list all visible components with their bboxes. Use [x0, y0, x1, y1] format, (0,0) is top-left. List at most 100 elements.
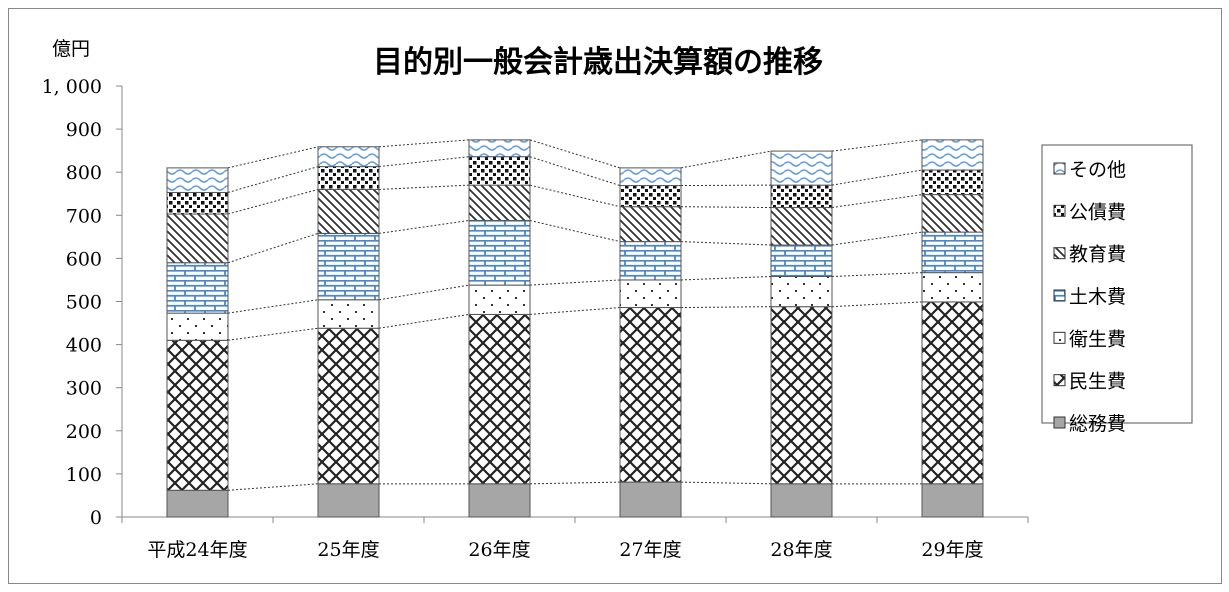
connector-line-3 [227, 299, 319, 314]
bar-segment-1 [619, 481, 682, 518]
y-tick-label: 600 [66, 248, 102, 270]
legend-label: その他 [1069, 159, 1126, 181]
connector-line-2 [680, 306, 772, 309]
connector-line-5 [680, 206, 772, 209]
bar-segment-2 [770, 306, 833, 485]
bar-segment-4 [166, 262, 229, 314]
connector-line-7 [680, 150, 772, 169]
axis-layer: 0 100 200 300 400 500 600 700 800 900 1, 000 平成24年度… [42, 76, 1029, 561]
connector-lines [227, 139, 923, 491]
bar-segment-7 [317, 146, 380, 168]
connector-line-4 [227, 232, 319, 264]
bar-segment-5 [921, 194, 984, 233]
y-tick-label: 800 [66, 162, 102, 184]
bar-segment-7 [468, 139, 531, 158]
connector-line-2 [227, 327, 319, 341]
bar-segment-7 [770, 150, 833, 186]
bar-segment-6 [166, 191, 229, 215]
connector-line-3 [378, 284, 470, 301]
bar-segment-1 [921, 483, 984, 518]
y-tick-label: 500 [66, 292, 102, 314]
bar-segment-5 [317, 188, 380, 234]
bar-segment-6 [619, 185, 682, 208]
legend-swatch [1053, 416, 1066, 429]
bar-segment-4 [317, 232, 380, 301]
bar-segment-7 [166, 167, 229, 193]
connector-line-4 [378, 219, 470, 234]
connector-line-6 [378, 156, 470, 168]
legend-swatch [1053, 331, 1066, 344]
bar-segment-3 [921, 272, 984, 303]
bar-segment-1 [166, 489, 229, 518]
bar-segment-6 [921, 169, 984, 196]
connector-line-1 [227, 483, 319, 491]
bar-segment-5 [770, 207, 833, 246]
bar-segment-2 [317, 327, 380, 485]
y-tick-label: 200 [66, 421, 102, 443]
bars [166, 139, 984, 518]
chart-title: 目的別一般会計歳出決算額の推移 [373, 45, 823, 80]
connector-line-1 [529, 481, 621, 485]
bar-segment-6 [317, 166, 380, 190]
connector-line-2 [378, 313, 470, 329]
x-tick-label: 29年度 [921, 539, 983, 561]
legend-swatch [1053, 247, 1066, 260]
bar-segment-1 [468, 483, 531, 518]
connector-line-1 [680, 481, 772, 485]
legend-box [1041, 144, 1193, 424]
legend-label: 総務費 [1069, 413, 1126, 435]
bar-segment-4 [770, 244, 833, 278]
bar-segment-2 [921, 301, 984, 485]
bar-segment-6 [468, 156, 531, 186]
y-tick-label: 100 [66, 464, 102, 486]
x-tick-label: 26年度 [468, 539, 530, 561]
y-tick-label: 400 [66, 335, 102, 357]
bar-segment-3 [317, 299, 380, 329]
connector-line-7 [378, 139, 470, 148]
bar-segment-4 [468, 219, 531, 286]
connector-line-7 [831, 139, 923, 152]
connector-line-7 [227, 146, 319, 169]
legend-swatch [1053, 204, 1066, 217]
bar-segment-6 [770, 184, 833, 209]
connector-line-5 [378, 184, 470, 190]
connector-line-6 [529, 156, 621, 187]
y-tick-label: 300 [66, 378, 102, 400]
connector-line-2 [529, 307, 621, 315]
connector-line-5 [227, 188, 319, 215]
bar-segment-2 [166, 339, 229, 491]
bar-segment-5 [166, 213, 229, 264]
legend-label: 公債費 [1069, 201, 1126, 223]
bar-segment-4 [921, 231, 984, 274]
y-tick-label: 1, 000 [42, 76, 102, 98]
y-tick-label: 0 [90, 507, 102, 529]
connector-line-5 [831, 194, 923, 209]
legend-label: 土木費 [1069, 286, 1126, 308]
bar-segment-3 [770, 276, 833, 308]
legend-label: 衛生費 [1069, 328, 1126, 350]
x-tick-label: 平成24年度 [147, 539, 247, 561]
connector-line-7 [529, 139, 621, 169]
legend-label: 教育費 [1069, 244, 1126, 266]
connector-line-6 [831, 169, 923, 186]
legend-swatch [1053, 374, 1066, 387]
bar-segment-5 [468, 184, 531, 221]
connector-line-2 [831, 301, 923, 308]
bar-segment-1 [317, 483, 380, 518]
connector-line-3 [831, 272, 923, 278]
y-tick-label: 900 [66, 119, 102, 141]
y-axis-unit-label: 億円 [52, 38, 90, 60]
bar-segment-3 [468, 284, 531, 315]
y-tick-label: 700 [66, 205, 102, 227]
legend-swatch [1053, 162, 1066, 175]
connector-line-4 [529, 219, 621, 243]
bar-segment-7 [619, 167, 682, 187]
bar-segment-4 [619, 241, 682, 281]
bar-segment-5 [619, 206, 682, 243]
connector-line-4 [680, 241, 772, 246]
connector-line-3 [529, 279, 621, 286]
connector-line-6 [227, 166, 319, 193]
bar-segment-3 [619, 279, 682, 309]
